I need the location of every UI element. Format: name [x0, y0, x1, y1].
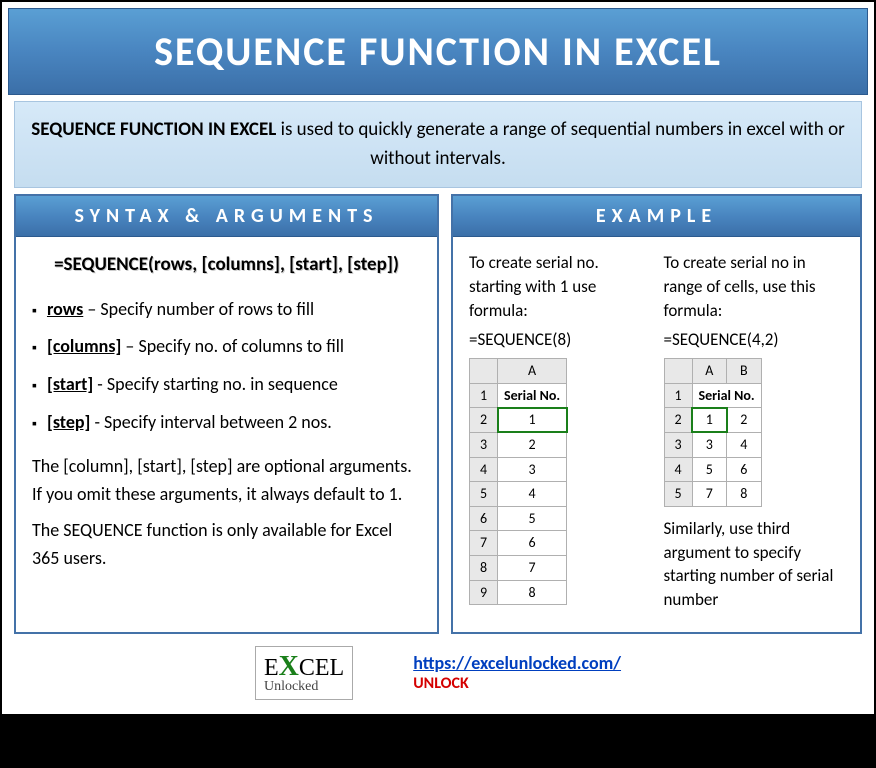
ex-right-tail: Similarly, use third argument to specify…	[664, 517, 845, 612]
example-right: To create serial no in range of cells, u…	[664, 251, 845, 618]
syntax-heading: SYNTAX & ARGUMENTS	[16, 196, 437, 237]
arg-step: [step] - Specify interval between 2 nos.	[32, 409, 421, 437]
example-panel: EXAMPLE To create serial no. starting wi…	[451, 194, 862, 634]
arg-start: [start] - Specify starting no. in sequen…	[32, 371, 421, 399]
subtitle-bold: SEQUENCE FUNCTION IN EXCEL	[31, 118, 276, 141]
ex-right-table: AB 1Serial No. 212 334 456 578	[664, 358, 762, 507]
note-optional: The [column], [start], [step] are option…	[32, 453, 421, 509]
footer: EXCEL Unlocked https://excelunlocked.com…	[2, 642, 874, 714]
subtitle-rest: is used to quickly generate a range of s…	[276, 118, 844, 170]
ex-left-formula: =SEQUENCE(8)	[469, 328, 650, 352]
columns-wrap: SYNTAX & ARGUMENTS =SEQUENCE(rows, [colu…	[2, 194, 874, 642]
arg-columns: [columns] – Specify no. of columns to fi…	[32, 333, 421, 361]
main-title: SEQUENCE FUNCTION IN EXCEL	[8, 8, 868, 95]
unlock-text: UNLOCK	[413, 674, 469, 693]
logo: EXCEL Unlocked	[255, 646, 353, 700]
site-link[interactable]: https://excelunlocked.com/	[413, 652, 621, 674]
syntax-formula: =SEQUENCE(rows, [columns], [start], [ste…	[32, 251, 421, 280]
footer-links: https://excelunlocked.com/ UNLOCK	[413, 652, 621, 693]
note-365: The SEQUENCE function is only available …	[32, 517, 421, 573]
ex-left-table: A 1Serial No. 21 32 43 54 65 76 87 98	[469, 358, 567, 605]
arg-rows: rows – Specify number of rows to fill	[32, 296, 421, 324]
ex-right-formula: =SEQUENCE(4,2)	[664, 328, 845, 352]
example-left: To create serial no. starting with 1 use…	[469, 251, 650, 618]
example-heading: EXAMPLE	[453, 196, 860, 237]
ex-right-intro: To create serial no in range of cells, u…	[664, 251, 845, 322]
argument-list: rows – Specify number of rows to fill [c…	[32, 296, 421, 438]
subtitle-box: SEQUENCE FUNCTION IN EXCEL is used to qu…	[14, 101, 862, 188]
infographic-card: SEQUENCE FUNCTION IN EXCEL SEQUENCE FUNC…	[0, 0, 876, 716]
syntax-panel: SYNTAX & ARGUMENTS =SEQUENCE(rows, [colu…	[14, 194, 439, 634]
ex-left-intro: To create serial no. starting with 1 use…	[469, 251, 650, 322]
